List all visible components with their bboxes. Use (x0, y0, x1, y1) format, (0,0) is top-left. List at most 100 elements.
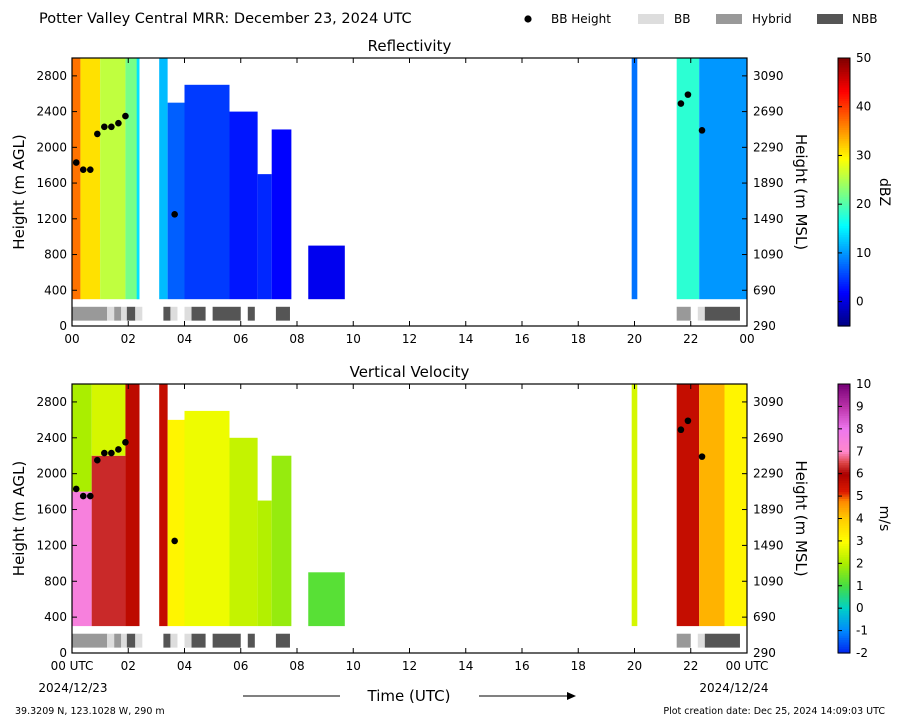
bb-height-point (79, 492, 87, 500)
colorbar: -2 -1 0 1 2 3 4 5 6 7 8 9 10 m/s (837, 377, 892, 660)
colorbar-step (838, 475, 850, 479)
colorbar-frame (837, 57, 851, 327)
colorbar-step (838, 466, 850, 470)
x-tick-label: 20 (627, 332, 642, 346)
colorbar-step (838, 214, 850, 218)
colorbar-step (838, 610, 850, 614)
colorbar-step (838, 538, 850, 542)
colorbar-step (838, 292, 850, 296)
colorbar-step (838, 554, 850, 558)
colorbar-step (838, 563, 850, 567)
band-segment-nbb (191, 633, 206, 648)
colorbar-step (838, 245, 850, 249)
colorbar-step (838, 536, 850, 540)
y-tick-label: 1600 (36, 176, 67, 190)
colorbar-step (838, 599, 850, 603)
colorbar-step (838, 469, 850, 473)
band-segment-bb (135, 633, 143, 648)
colorbar-step (838, 279, 850, 282)
heatmap-cell (100, 58, 126, 300)
colorbar-step (838, 194, 850, 198)
colorbar-step (838, 637, 850, 641)
colorbar-step (838, 236, 850, 240)
colorbar-step (838, 276, 850, 280)
band-type-strip (72, 633, 740, 648)
colorbar-step (838, 207, 850, 211)
colorbar-step (838, 154, 850, 157)
heatmap-cell (699, 384, 725, 627)
colorbar-step (838, 561, 850, 564)
y-tick-label: 2400 (36, 105, 67, 119)
colorbar-step (838, 93, 850, 97)
x-tick-label: 16 (514, 332, 529, 346)
start-date-label: 2024/12/23 (38, 681, 107, 695)
x-tick-label: 10 (346, 332, 361, 346)
colorbar-step (838, 95, 850, 99)
y-right-tick-label: 3090 (753, 395, 784, 409)
colorbar-tick-label: 0 (856, 601, 864, 615)
colorbar-step (838, 323, 850, 327)
y-right-tick-label: 2290 (753, 140, 784, 154)
colorbar-step (838, 424, 850, 428)
legend-nbb-swatch (817, 14, 843, 24)
colorbar-step (838, 274, 850, 278)
colorbar-step (838, 285, 850, 289)
bb-height-point (171, 211, 178, 218)
colorbar-step (838, 408, 850, 412)
band-segment-nbb (247, 633, 255, 648)
colorbar-step (838, 527, 850, 531)
colorbar-step (838, 480, 850, 484)
colorbar-step (838, 229, 850, 233)
colorbar-step (838, 69, 850, 72)
colorbar-step (838, 626, 850, 629)
colorbar-step (838, 196, 850, 200)
band-segment-bb (121, 633, 127, 648)
band-segment-nbb (163, 633, 171, 648)
y-right-tick-label: 2290 (753, 467, 784, 481)
colorbar-step (838, 296, 850, 300)
legend-bb-label: BB (674, 12, 690, 26)
x-tick-label: 12 (402, 332, 417, 346)
colorbar-step (838, 502, 850, 506)
colorbar-step (838, 462, 850, 466)
colorbar-step (838, 442, 850, 446)
heatmap-cell (631, 58, 638, 300)
colorbar-step (838, 547, 850, 551)
colorbar-step (838, 644, 850, 647)
colorbar-step (838, 572, 850, 576)
heatmap-cell (80, 58, 101, 300)
colorbar-step (838, 457, 850, 461)
x-tick-label: 18 (571, 659, 586, 673)
band-segment-nbb (126, 306, 136, 321)
x-tick-label: 02 (121, 332, 136, 346)
colorbar-step (838, 404, 850, 408)
colorbar-step (838, 446, 850, 450)
colorbar-step (838, 419, 850, 423)
colorbar-step (838, 232, 850, 236)
colorbar: 0 10 20 30 40 50 dBZ (837, 51, 892, 327)
colorbar-step (838, 460, 850, 464)
band-segment-bb (107, 633, 115, 648)
y-tick-label: 1600 (36, 503, 67, 517)
colorbar-tick-label: 7 (856, 444, 864, 458)
band-segment-bb (121, 306, 127, 321)
heatmap-cell (159, 58, 168, 300)
bb-height-series (72, 417, 706, 545)
x-tick-label: 00 (739, 332, 754, 346)
colorbar-step (838, 558, 850, 562)
colorbar-label: dBZ (876, 178, 892, 206)
heatmap-cell (257, 500, 272, 627)
heatmap-cell (72, 58, 81, 300)
colorbar-step (838, 612, 850, 616)
y-right-tick-label: 690 (753, 610, 776, 624)
colorbar-step (838, 127, 850, 131)
colorbar-step (838, 543, 850, 546)
band-segment-hybrid (676, 633, 691, 648)
bb-height-point (101, 449, 108, 457)
colorbar-step (838, 437, 850, 441)
station-location: 39.3209 N, 123.1028 W, 290 m (15, 706, 165, 717)
bb-height-point (72, 159, 80, 166)
bb-height-point (115, 119, 122, 127)
